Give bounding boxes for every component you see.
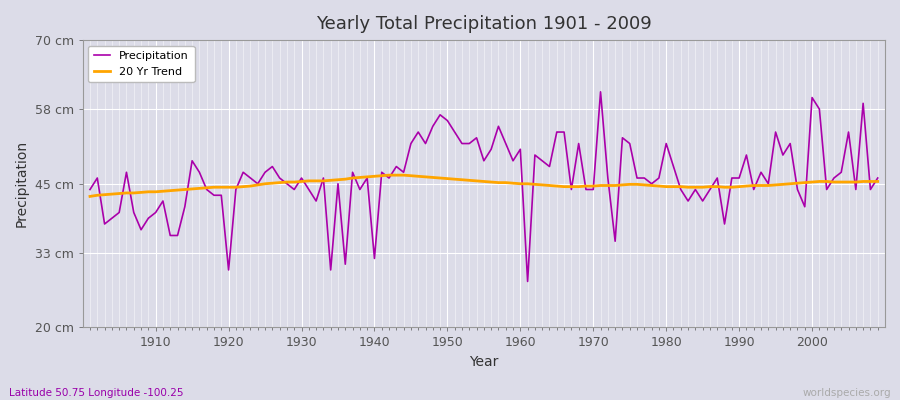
20 Yr Trend — [515, 181, 526, 186]
Text: worldspecies.org: worldspecies.org — [803, 388, 891, 398]
Text: Latitude 50.75 Longitude -100.25: Latitude 50.75 Longitude -100.25 — [9, 388, 184, 398]
Precipitation — [515, 147, 526, 152]
Precipitation — [522, 279, 533, 284]
Precipitation — [872, 176, 883, 180]
20 Yr Trend — [872, 179, 883, 184]
X-axis label: Year: Year — [469, 355, 499, 369]
Precipitation — [85, 187, 95, 192]
Precipitation — [347, 170, 358, 175]
20 Yr Trend — [143, 190, 154, 194]
Precipitation — [508, 158, 518, 163]
Legend: Precipitation, 20 Yr Trend: Precipitation, 20 Yr Trend — [88, 46, 194, 82]
Line: 20 Yr Trend: 20 Yr Trend — [90, 175, 878, 196]
Precipitation — [617, 135, 628, 140]
Precipitation — [303, 187, 314, 192]
Title: Yearly Total Precipitation 1901 - 2009: Yearly Total Precipitation 1901 - 2009 — [316, 15, 652, 33]
20 Yr Trend — [609, 183, 620, 188]
20 Yr Trend — [383, 173, 394, 178]
20 Yr Trend — [303, 178, 314, 183]
Precipitation — [143, 216, 154, 221]
20 Yr Trend — [522, 181, 533, 186]
20 Yr Trend — [347, 176, 358, 180]
Line: Precipitation: Precipitation — [90, 92, 878, 282]
Precipitation — [595, 90, 606, 94]
Y-axis label: Precipitation: Precipitation — [15, 140, 29, 227]
20 Yr Trend — [85, 194, 95, 199]
